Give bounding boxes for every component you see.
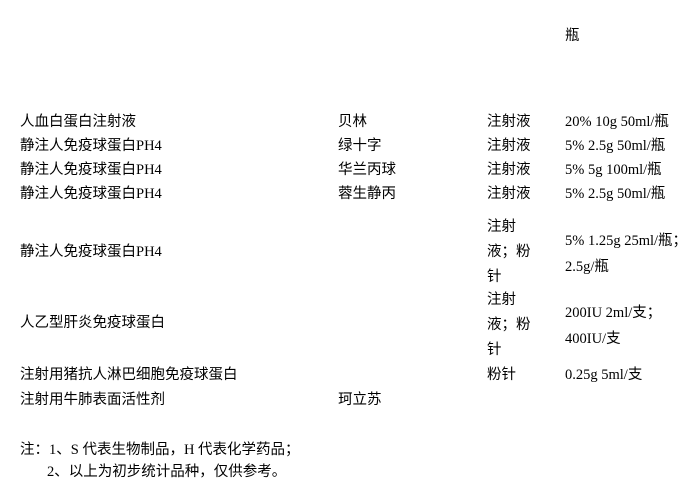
row-5-spec: 5% 1.25g 25ml/瓶；2.5g/瓶 xyxy=(565,233,688,275)
footnote-line-2: 2、以上为初步统计品种，仅供参考。 xyxy=(47,464,287,480)
row-4-brand: 蓉生静丙 xyxy=(338,186,396,202)
row-3-brand: 华兰丙球 xyxy=(338,162,396,178)
row-3-name: 静注人免疫球蛋白PH4 xyxy=(20,162,162,178)
row-8-brand: 珂立苏 xyxy=(338,392,382,408)
row-5-form: 注射液；粉针 xyxy=(487,219,531,285)
row-7-form: 粉针 xyxy=(487,367,516,383)
row-2-spec: 5% 2.5g 50ml/瓶 xyxy=(565,138,666,154)
row-7-spec: 0.25g 5ml/支 xyxy=(565,367,643,383)
row-2-name: 静注人免疫球蛋白PH4 xyxy=(20,138,162,154)
row-1-spec: 20% 10g 50ml/瓶 xyxy=(565,114,669,130)
row-6-name: 人乙型肝炎免疫球蛋白 xyxy=(20,315,165,331)
row-5-name: 静注人免疫球蛋白PH4 xyxy=(20,244,162,260)
row-3-form: 注射液 xyxy=(487,162,531,178)
row-4-form: 注射液 xyxy=(487,186,531,202)
unit-header: 瓶 xyxy=(565,28,580,44)
row-2-form: 注射液 xyxy=(487,138,531,154)
row-4-name: 静注人免疫球蛋白PH4 xyxy=(20,186,162,202)
row-6-spec: 200IU 2ml/支；400IU/支 xyxy=(565,305,662,347)
row-7-name: 注射用猪抗人淋巴细胞免疫球蛋白 xyxy=(20,367,238,383)
footnote-line-1: 注：1、S 代表生物制品，H 代表化学药品； xyxy=(20,442,300,458)
row-1-form: 注射液 xyxy=(487,114,531,130)
row-1-name: 人血白蛋白注射液 xyxy=(20,114,136,130)
row-2-brand: 绿十字 xyxy=(338,138,382,154)
row-1-brand: 贝林 xyxy=(338,114,367,130)
row-6-form: 注射液；粉针 xyxy=(487,292,531,358)
row-3-spec: 5% 5g 100ml/瓶 xyxy=(565,162,662,178)
row-4-spec: 5% 2.5g 50ml/瓶 xyxy=(565,186,666,202)
row-8-name: 注射用牛肺表面活性剂 xyxy=(20,392,165,408)
